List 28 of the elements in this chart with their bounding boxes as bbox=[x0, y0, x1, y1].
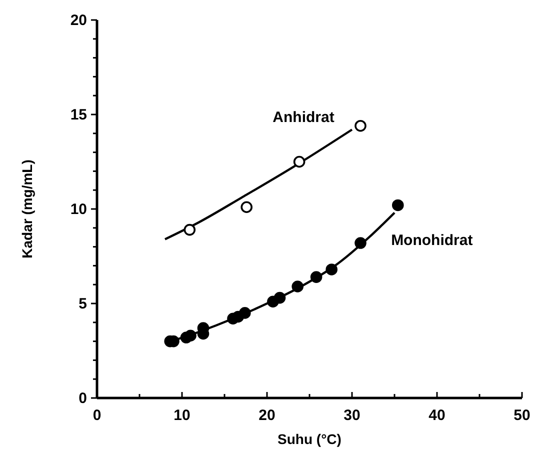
point bbox=[354, 120, 366, 132]
point bbox=[239, 307, 251, 319]
y-tick-label: 0 bbox=[78, 390, 87, 407]
y-tick-label: 10 bbox=[70, 201, 87, 218]
line-series bbox=[164, 128, 354, 240]
x-tick-label: 10 bbox=[174, 407, 190, 424]
x-tick-label: 0 bbox=[92, 407, 102, 424]
x-tick-label: 40 bbox=[428, 407, 446, 424]
y-axis-title: Kadar (mg/mL) bbox=[19, 160, 35, 258]
point bbox=[240, 201, 252, 214]
point bbox=[354, 237, 366, 249]
y-tick-label: 5 bbox=[78, 296, 87, 312]
point bbox=[326, 264, 338, 276]
point bbox=[392, 199, 404, 212]
point bbox=[310, 271, 322, 283]
point bbox=[293, 156, 306, 168]
x-tick-label: 20 bbox=[258, 407, 276, 424]
point bbox=[292, 280, 304, 292]
point bbox=[274, 292, 286, 304]
y-tick-label: 15 bbox=[70, 106, 87, 124]
series-label: Anhidrat bbox=[272, 108, 334, 126]
x-axis-title: Suhu (°C) bbox=[278, 431, 342, 447]
x-tick-label: 30 bbox=[344, 407, 360, 424]
y-tick-label: 20 bbox=[70, 12, 87, 29]
x-tick-label: 50 bbox=[514, 407, 530, 424]
point bbox=[184, 224, 196, 236]
series-label: Monohidrat bbox=[391, 232, 473, 250]
point bbox=[184, 330, 196, 342]
